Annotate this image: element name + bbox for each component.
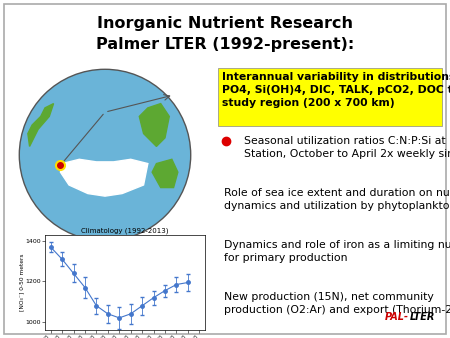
Polygon shape [140,103,169,146]
Text: PAL-: PAL- [385,312,409,322]
Polygon shape [152,159,178,188]
Polygon shape [60,159,148,196]
Y-axis label: [NO₃⁻] 0-50 meters: [NO₃⁻] 0-50 meters [19,254,24,311]
Text: Interannual variability in distributions of NO2, NO3,
PO4, Si(OH)4, DIC, TALK, p: Interannual variability in distributions… [222,72,450,107]
Polygon shape [28,103,54,146]
Text: Dynamics and role of iron as a limiting nutrient
for primary production: Dynamics and role of iron as a limiting … [224,240,450,263]
Text: New production (15N), net community
production (O2:Ar) and export (Thorium-234): New production (15N), net community prod… [224,292,450,315]
Bar [218,68,442,126]
Text: Seasonal utilization ratios C:N:P:Si at Palmer
Station, October to April 2x week: Seasonal utilization ratios C:N:P:Si at … [244,136,450,159]
Text: Role of sea ice extent and duration on nutrient
dynamics and utilization by phyt: Role of sea ice extent and duration on n… [224,188,450,211]
Text: Inorganic Nutrient Research
Palmer LTER (1992-present):: Inorganic Nutrient Research Palmer LTER … [96,16,354,52]
Text: LTER: LTER [410,312,436,322]
Circle shape [19,69,191,241]
Title: Climatology (1992-2013): Climatology (1992-2013) [81,227,169,234]
